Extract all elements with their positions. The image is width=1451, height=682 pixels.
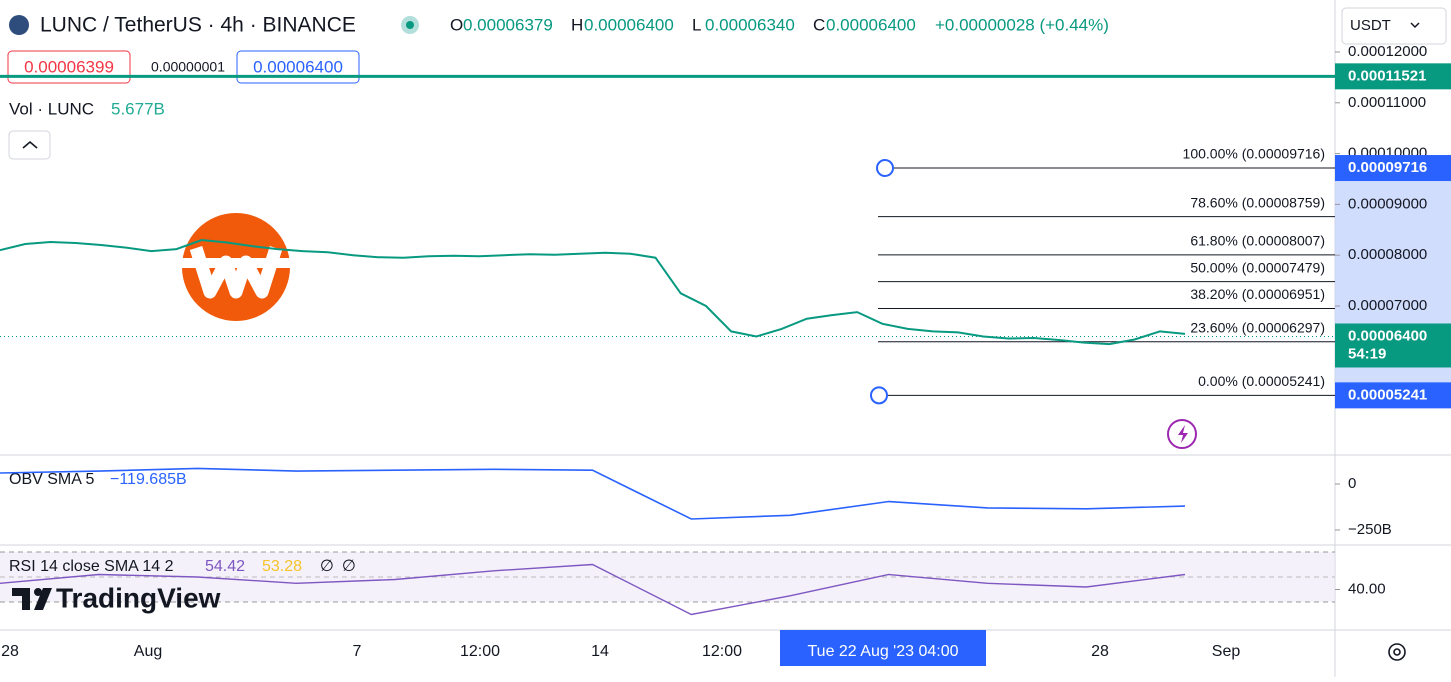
time-label: 28: [1, 643, 19, 660]
time-label: 14: [591, 643, 609, 660]
time-label: Aug: [134, 643, 162, 660]
obv-label: OBV SMA 5: [9, 471, 94, 488]
ohlc-value: 0.00006400: [826, 15, 916, 34]
brand: TradingView: [56, 582, 221, 613]
ohlc-key: C: [813, 15, 825, 34]
alert-icon[interactable]: [1167, 419, 1197, 449]
rsi-extra: ∅: [320, 558, 334, 575]
fib-label: 61.80% (0.00008007): [1190, 233, 1325, 249]
fib-handle: [876, 159, 894, 178]
level-axis-label: 0.00011521: [1348, 67, 1426, 84]
rsi-tick-label: 40.00: [1348, 580, 1386, 597]
status-dot-inner: [406, 21, 414, 29]
last-price-label: 0.00006400: [1348, 327, 1427, 344]
y-tick-label: 0.00012000: [1348, 43, 1427, 60]
obv-value: −119.685B: [110, 471, 187, 488]
fib-axis-box: [1335, 155, 1451, 182]
time-label: 12:00: [702, 643, 742, 660]
sell-price: 0.00006399: [24, 57, 114, 76]
time-label: 7: [353, 643, 362, 660]
ohlc-key: H: [571, 15, 583, 34]
fib-axis-label: 0.00005241: [1348, 386, 1427, 403]
collapse-button[interactable]: [8, 130, 51, 160]
time-label: 28: [1091, 643, 1109, 660]
volume-value: 5.677B: [111, 99, 165, 118]
last-price-box: [1335, 323, 1451, 368]
symbol[interactable]: LUNC / TetherUS · 4h · BINANCE: [40, 14, 356, 37]
fib-label: 23.60% (0.00006297): [1190, 319, 1325, 335]
level-axis-box: [1335, 63, 1451, 90]
volume-label: Vol · LUNC: [9, 99, 94, 118]
countdown: 54:19: [1348, 345, 1386, 362]
ohlc-value: 0.00006340: [705, 15, 795, 34]
fib-label: 50.00% (0.00007479): [1190, 259, 1325, 275]
y-tick-label: 0.00009000: [1348, 195, 1427, 212]
rsi-value: 54.42: [205, 558, 245, 575]
obv-tick-label: −250B: [1348, 521, 1392, 538]
fib-axis-box: [1335, 382, 1451, 409]
fib-label: 78.60% (0.00008759): [1190, 194, 1325, 210]
rsi-label: RSI 14 close SMA 14 2: [9, 558, 174, 575]
settings-icon[interactable]: [1388, 643, 1406, 661]
change: +0.00000028 (+0.44%): [935, 15, 1109, 34]
rsi-sma-value: 53.28: [262, 558, 302, 575]
obv-tick-label: 0: [1348, 475, 1356, 492]
y-tick-label: 0.00008000: [1348, 246, 1427, 263]
obv-line: [0, 467, 1186, 520]
ohlc-value: 0.00006400: [584, 15, 674, 34]
symbol-icon: [9, 15, 29, 35]
rsi-line: [0, 563, 1186, 616]
crosshair-time: Tue 22 Aug '23 04:00: [807, 643, 958, 660]
price-line: [0, 238, 1186, 346]
spread: 0.00000001: [151, 59, 225, 75]
chevron: [1410, 22, 1420, 29]
crosshair-time-box: [780, 630, 986, 666]
y-tick-label: 0.00007000: [1348, 297, 1427, 314]
ohlc-key: O: [450, 15, 463, 34]
collapse-icon: [22, 140, 38, 149]
ohlc-key: L: [692, 15, 701, 34]
time-label: 12:00: [460, 643, 500, 660]
currency-button[interactable]: [1341, 7, 1447, 45]
fib-label: 100.00% (0.00009716): [1183, 146, 1325, 162]
fib-axis-label: 0.00009716: [1348, 159, 1427, 176]
fib-handle: [870, 386, 888, 405]
ohlc-value: 0.00006379: [463, 15, 553, 34]
buy-price: 0.00006400: [253, 57, 343, 76]
fib-label: 38.20% (0.00006951): [1190, 286, 1325, 302]
time-label: Sep: [1212, 643, 1241, 660]
currency: USDT: [1350, 17, 1391, 34]
rsi-extra: ∅: [342, 558, 356, 575]
fib-label: 0.00% (0.00005241): [1198, 373, 1325, 389]
y-tick-label: 0.00011000: [1348, 94, 1426, 111]
brand-logo: [12, 588, 52, 610]
